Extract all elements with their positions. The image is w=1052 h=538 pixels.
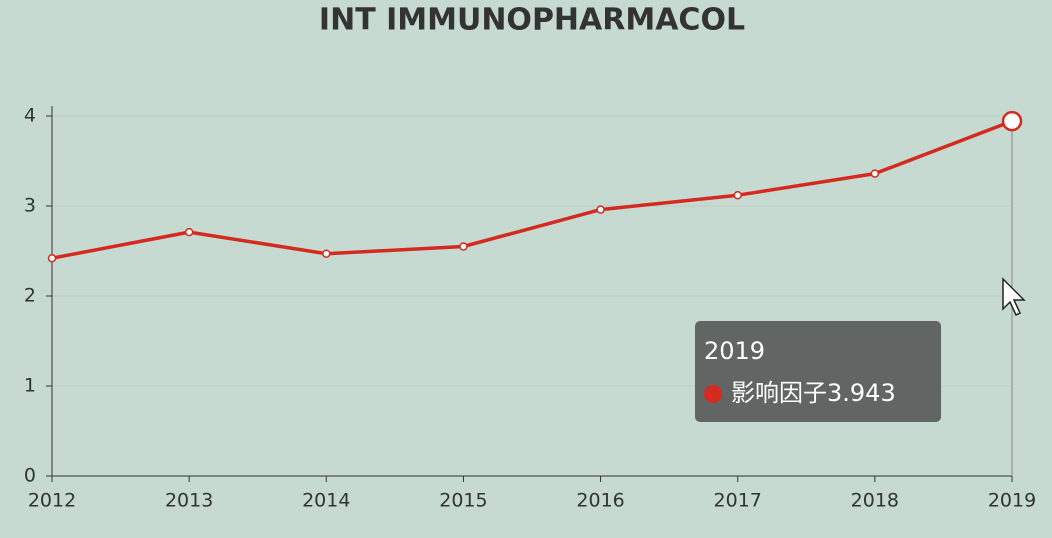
chart-title: INT IMMUNOPHARMACOL [319, 3, 745, 38]
series-line [51, 119, 1013, 260]
data-point [733, 190, 742, 200]
data-point [870, 169, 880, 178]
x-tick-label: 2018 [851, 490, 899, 512]
data-point [1001, 110, 1023, 132]
data-point [184, 227, 194, 237]
data-point [596, 205, 605, 214]
tooltip-box [695, 321, 941, 422]
tooltip-marker [704, 385, 722, 403]
tooltip-text: 影响因子3.943 [731, 379, 896, 407]
tooltip: 2019 影响因子3.943 [695, 321, 941, 422]
plot-area: 0 1 2 3 4 2012 2013 2014 2015 2016 2017 2018 2019 [24, 105, 1036, 512]
y-tick-label: 4 [24, 105, 36, 127]
tooltip-series: 影响因子 [731, 379, 827, 407]
tooltip-title: 2019 [704, 337, 765, 365]
mouse-cursor [1002, 277, 1026, 317]
data-point [47, 253, 57, 263]
y-tick-label: 0 [24, 465, 36, 487]
y-tick-label: 1 [24, 375, 36, 397]
x-tick-label: 2015 [439, 490, 487, 512]
data-point [459, 242, 468, 251]
x-tick-label: 2014 [302, 490, 350, 512]
y-tick-label: 3 [24, 195, 36, 217]
x-tick-label: 2017 [714, 490, 762, 512]
data-point [322, 249, 331, 258]
x-tick-label: 2012 [28, 490, 76, 512]
x-tick-label: 2016 [576, 490, 624, 512]
y-tick-label: 2 [24, 285, 36, 307]
tooltip-value: 3.943 [827, 379, 896, 407]
x-tick-label: 2019 [988, 490, 1036, 512]
x-tick-label: 2013 [165, 490, 213, 512]
